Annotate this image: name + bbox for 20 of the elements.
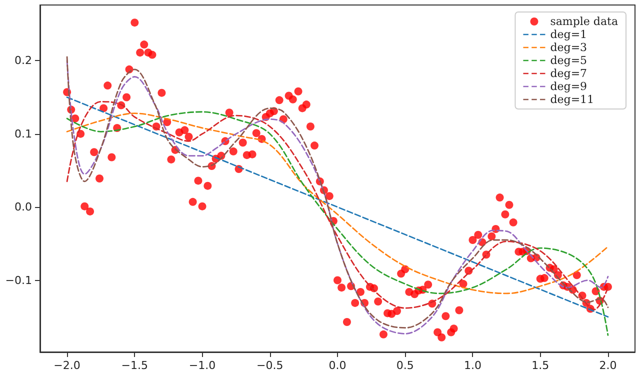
y-tick-label: 0.0 [14,200,32,214]
legend-label: deg=9 [550,80,588,93]
x-tick-label: −1.5 [121,359,148,372]
legend-label: deg=7 [550,67,588,80]
y-tick-label: 0.2 [14,54,32,68]
legend-label: deg=5 [550,54,588,67]
x-tick-label: −1.0 [188,359,216,372]
x-tick-label: 2.0 [599,359,617,372]
x-tick-label: 0.5 [396,359,414,372]
x-tick-label: −0.5 [256,359,284,372]
y-tick-label: 0.1 [14,127,32,140]
legend-label: deg=1 [550,28,588,41]
legend-label: sample data [550,15,618,28]
y-tick-label: −0.1 [5,274,32,287]
x-tick-label: 1.0 [464,359,482,372]
x-tick-label: −2.0 [54,359,80,372]
x-tick-label: 0.0 [328,359,346,372]
legend-label: deg=11 [550,93,594,106]
legend-label: deg=3 [550,41,588,54]
x-tick-label: 1.5 [532,359,550,372]
